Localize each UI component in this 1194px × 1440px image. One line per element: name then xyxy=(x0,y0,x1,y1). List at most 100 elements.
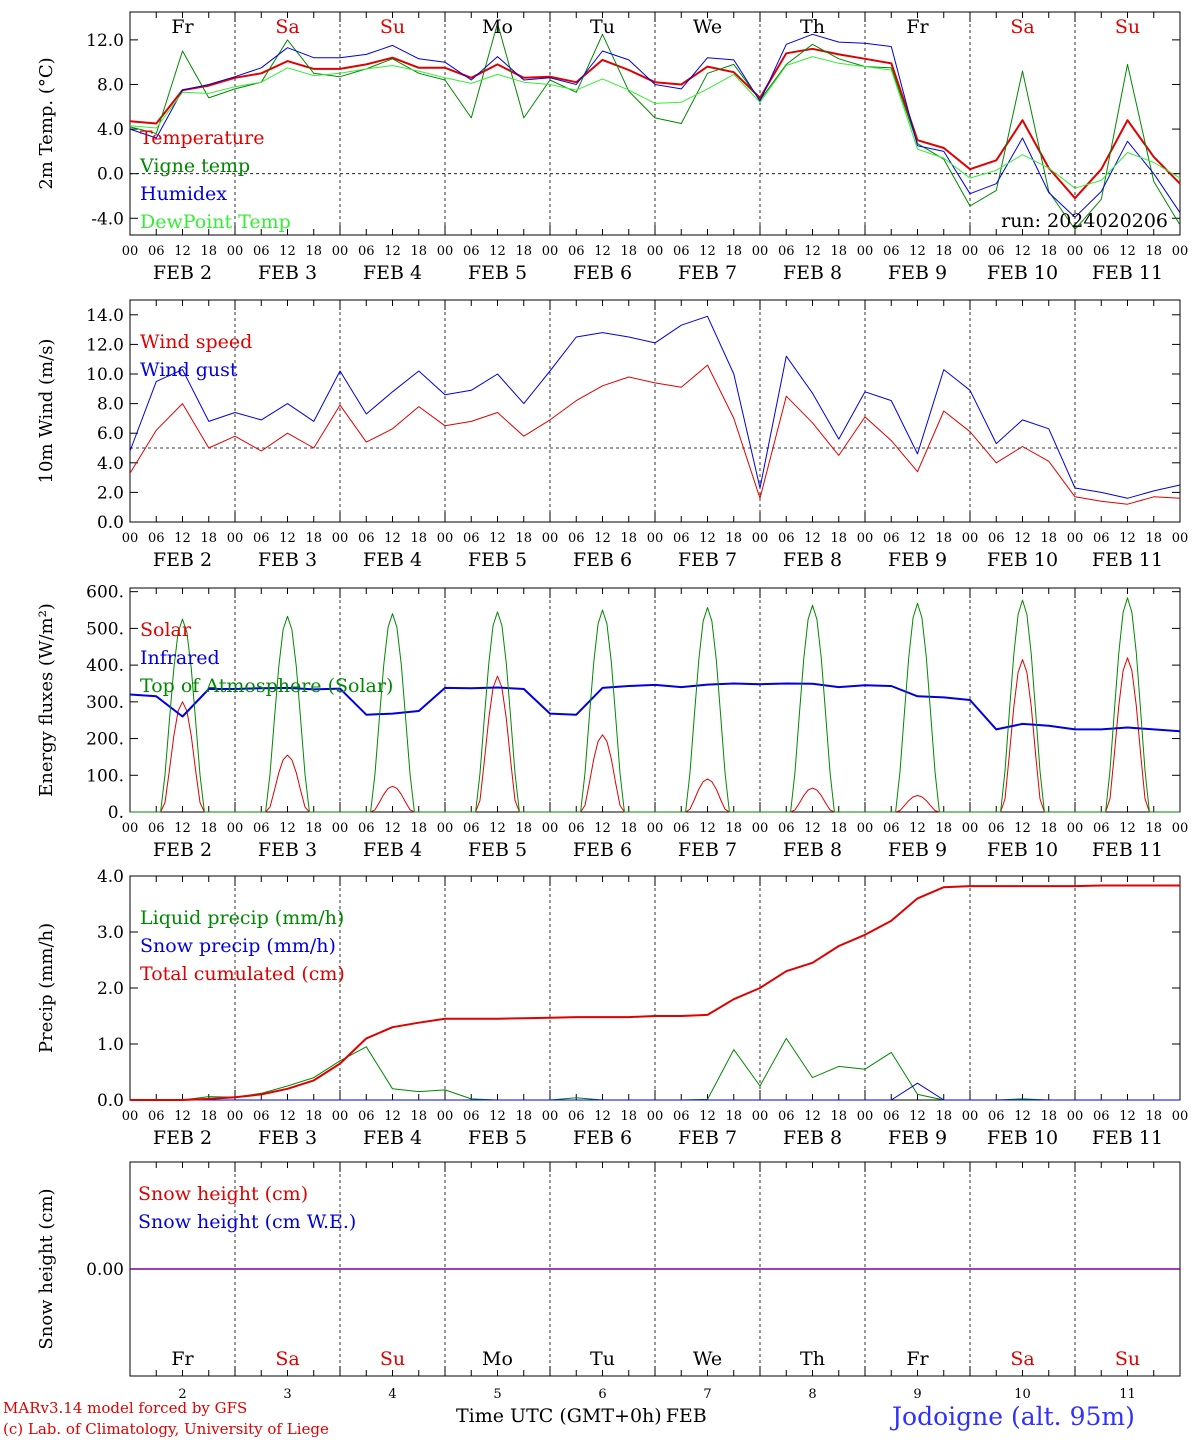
hour-label: 00 xyxy=(647,821,664,836)
y-tick-label: 1.0 xyxy=(97,1035,124,1055)
hour-label: 12 xyxy=(1119,821,1136,836)
date-label: FEB 2 xyxy=(153,262,212,284)
legend-entry-2: Wind gust xyxy=(140,359,238,381)
hour-label: 00 xyxy=(962,821,979,836)
weekday-label-bottom: We xyxy=(693,1348,722,1370)
hour-label: 06 xyxy=(148,244,165,259)
weekday-label: Fr xyxy=(906,16,929,38)
panel-3 xyxy=(129,587,1181,813)
date-label: FEB 6 xyxy=(573,1127,632,1149)
legend-entry-1: Temperature xyxy=(140,127,264,149)
hour-label: 18 xyxy=(1145,244,1162,259)
hour-label: 12 xyxy=(699,244,716,259)
date-label: FEB 5 xyxy=(468,839,527,861)
hour-label: 18 xyxy=(305,531,322,546)
hour-label: 00 xyxy=(542,1109,559,1124)
hour-label: 12 xyxy=(594,821,611,836)
hour-label: 12 xyxy=(594,531,611,546)
hour-label: 18 xyxy=(620,244,637,259)
hour-label: 06 xyxy=(148,531,165,546)
day-number-label: 4 xyxy=(388,1387,396,1402)
hour-label: 18 xyxy=(725,531,742,546)
hour-label: 18 xyxy=(725,821,742,836)
date-label: FEB 8 xyxy=(783,262,842,284)
hour-label: 06 xyxy=(883,1109,900,1124)
hour-label: 18 xyxy=(620,821,637,836)
hour-label: 06 xyxy=(463,821,480,836)
weekday-label: Fr xyxy=(171,16,194,38)
y-axis-label: Precip (mm/h) xyxy=(36,923,57,1053)
date-label: FEB 4 xyxy=(363,839,422,861)
legend-entry-4: DewPoint Temp xyxy=(140,211,291,233)
hour-label: 12 xyxy=(1119,244,1136,259)
hour-label: 18 xyxy=(1145,531,1162,546)
y-tick-label: 8.0 xyxy=(97,75,124,95)
y-axis-label: 10m Wind (m/s) xyxy=(36,339,57,484)
hour-label: 00 xyxy=(122,821,139,836)
lab-credit: (c) Lab. of Climatology, University of L… xyxy=(3,1420,329,1438)
hour-label: 06 xyxy=(253,531,270,546)
hour-label: 06 xyxy=(358,1109,375,1124)
hour-label: 06 xyxy=(358,531,375,546)
y-tick-label: -4.0 xyxy=(91,209,124,229)
day-number-label: 2 xyxy=(178,1387,186,1402)
hour-label: 00 xyxy=(1172,244,1189,259)
hour-label: 18 xyxy=(830,244,847,259)
weekday-label-bottom: Fr xyxy=(906,1348,929,1370)
date-label: FEB 3 xyxy=(258,1127,317,1149)
legend-entry-2: Snow precip (mm/h) xyxy=(140,935,336,957)
date-label: FEB 3 xyxy=(258,549,317,571)
hour-label: 00 xyxy=(542,244,559,259)
date-label: FEB 8 xyxy=(783,1127,842,1149)
hour-label: 06 xyxy=(1093,1109,1110,1124)
weekday-label-bottom: Sa xyxy=(275,1348,299,1370)
series-line-3 xyxy=(130,884,1180,1101)
hour-label: 18 xyxy=(935,531,952,546)
hour-label: 18 xyxy=(830,1109,847,1124)
time-axis-title: Time UTC (GMT+0h) xyxy=(456,1405,662,1427)
legend-entry-1: Solar xyxy=(140,619,192,641)
weekday-label: Sa xyxy=(1010,16,1034,38)
hour-label: 06 xyxy=(148,1109,165,1124)
hour-label: 00 xyxy=(332,1109,349,1124)
hour-label: 00 xyxy=(1067,1109,1084,1124)
hour-label: 06 xyxy=(253,1109,270,1124)
hour-label: 00 xyxy=(227,821,244,836)
hour-label: 00 xyxy=(647,1109,664,1124)
date-label: FEB 4 xyxy=(363,549,422,571)
hour-label: 12 xyxy=(909,821,926,836)
hour-label: 00 xyxy=(542,821,559,836)
series-line-4 xyxy=(129,56,1181,189)
weekday-label-bottom: Tu xyxy=(590,1348,615,1370)
hour-label: 12 xyxy=(909,244,926,259)
hour-label: 06 xyxy=(673,244,690,259)
legend-entry-3: Humidex xyxy=(140,183,227,205)
hour-label: 12 xyxy=(804,821,821,836)
hour-label: 06 xyxy=(463,531,480,546)
series-line-3 xyxy=(129,33,1181,218)
hour-label: 12 xyxy=(489,821,506,836)
legend-entry-3: Total cumulated (cm) xyxy=(140,963,345,985)
hour-label: 12 xyxy=(909,531,926,546)
date-label: FEB 8 xyxy=(783,549,842,571)
hour-label: 18 xyxy=(1145,821,1162,836)
hour-label: 18 xyxy=(935,821,952,836)
y-tick-label: 0. xyxy=(108,803,124,823)
hour-label: 12 xyxy=(699,531,716,546)
hour-label: 00 xyxy=(332,531,349,546)
date-label: FEB 2 xyxy=(153,1127,212,1149)
hour-label: 00 xyxy=(1172,531,1189,546)
hour-label: 00 xyxy=(1172,821,1189,836)
hour-label: 12 xyxy=(489,244,506,259)
weekday-label: Su xyxy=(1115,16,1140,38)
hour-label: 18 xyxy=(620,1109,637,1124)
hour-label: 12 xyxy=(384,244,401,259)
hour-label: 12 xyxy=(1014,531,1031,546)
legend-entry-2: Snow height (cm W.E.) xyxy=(138,1211,356,1233)
run-label: run: 2024020206 xyxy=(1001,210,1168,232)
hour-label: 12 xyxy=(174,531,191,546)
hour-label: 18 xyxy=(200,531,217,546)
hour-label: 00 xyxy=(332,244,349,259)
day-number-label: 6 xyxy=(598,1387,606,1402)
hour-label: 06 xyxy=(988,821,1005,836)
